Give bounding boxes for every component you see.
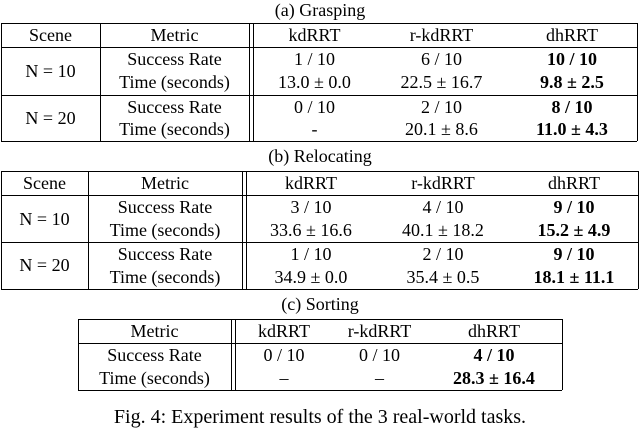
metric-label: Success Rate	[127, 49, 222, 69]
rule-header	[1, 47, 637, 48]
vrule	[1, 23, 2, 141]
rule-group	[1, 95, 637, 96]
rule-top	[1, 23, 637, 24]
dhrrt-value: 9 / 10	[553, 244, 595, 264]
header-metric: Metric	[141, 173, 189, 193]
metric-label: Success Rate	[117, 244, 213, 264]
rule-header	[1, 195, 638, 196]
vrule	[100, 23, 101, 141]
kdrrt-value: 1 / 10	[290, 244, 332, 264]
dhrrt-value: 11.0 ± 4.3	[536, 119, 608, 139]
dhrrt-value: 9.8 ± 2.5	[540, 72, 604, 92]
dhrrt-value: 10 / 10	[546, 49, 597, 69]
header-scene: Scene	[29, 25, 72, 45]
rule-group	[1, 242, 638, 243]
dhrrt-value: 15.2 ± 4.9	[537, 220, 611, 240]
rule-top	[78, 319, 562, 320]
rkdrrt-value: 22.5 ± 16.7	[400, 72, 483, 92]
kdrrt-value: 0 / 10	[263, 345, 305, 365]
kdrrt-value: -	[311, 119, 318, 139]
vrule	[638, 171, 639, 289]
table-grasping: Scene Metric kdRRT r-kdRRT dhRRT N = 10 …	[0, 0, 640, 144]
scene-label: N = 10	[25, 61, 76, 81]
rkdrrt-value: 20.1 ± 8.6	[405, 119, 478, 139]
rkdrrt-value: 0 / 10	[358, 345, 400, 365]
vrule	[637, 23, 638, 141]
metric-label: Success Rate	[107, 345, 202, 365]
kdrrt-value: 3 / 10	[290, 197, 332, 217]
dhrrt-value: 9 / 10	[553, 197, 595, 217]
vrule	[78, 319, 79, 390]
metric-label: Time (seconds)	[109, 220, 221, 240]
header-metric: Metric	[150, 25, 199, 45]
vrule	[562, 319, 563, 390]
rkdrrt-value: 35.4 ± 0.5	[406, 267, 480, 287]
scene-label: N = 10	[19, 209, 70, 229]
figure-caption: Fig. 4: Experiment results of the 3 real…	[113, 406, 527, 428]
caption-sorting: (c) Sorting	[281, 294, 359, 314]
metric-label: Time (seconds)	[109, 267, 221, 287]
metric-label: Time (seconds)	[119, 119, 230, 139]
dhrrt-value: 28.3 ± 16.4	[453, 368, 535, 388]
vrule	[1, 171, 2, 289]
dhrrt-value: 4 / 10	[473, 345, 515, 365]
dhrrt-value: 8 / 10	[551, 97, 593, 117]
vrule	[242, 171, 243, 289]
scene-label: N = 20	[19, 255, 70, 275]
rkdrrt-value: 40.1 ± 18.2	[402, 220, 484, 240]
rkdrrt-value: 4 / 10	[422, 197, 464, 217]
rkdrrt-value: –	[375, 368, 384, 388]
rule-bottom	[78, 390, 562, 391]
header-dhrrt: dhRRT	[548, 173, 600, 193]
metric-label: Success Rate	[127, 97, 222, 117]
header-scene: Scene	[23, 173, 66, 193]
header-kdrrt: kdRRT	[288, 25, 341, 45]
metric-label: Time (seconds)	[99, 368, 210, 388]
rkdrrt-value: 2 / 10	[422, 244, 464, 264]
vrule	[235, 319, 236, 390]
rule-top	[1, 171, 638, 172]
metric-label: Time (seconds)	[119, 72, 230, 92]
header-dhrrt: dhRRT	[546, 25, 598, 45]
caption-relocating: (b) Relocating	[268, 146, 372, 166]
kdrrt-value: 0 / 10	[293, 97, 335, 117]
rule-header	[78, 343, 562, 344]
header-rkdrrt: r-kdRRT	[347, 321, 412, 341]
rkdrrt-value: 2 / 10	[420, 97, 462, 117]
header-metric: Metric	[130, 321, 179, 341]
caption-grasping: (a) Grasping	[274, 0, 366, 20]
header-rkdrrt: r-kdRRT	[409, 25, 474, 45]
vrule	[246, 171, 247, 289]
header-kdrrt: kdRRT	[258, 321, 310, 341]
scene-label: N = 20	[25, 108, 76, 128]
metric-label: Success Rate	[117, 197, 213, 217]
rule-bottom	[1, 141, 637, 142]
kdrrt-value: 1 / 10	[293, 49, 335, 69]
kdrrt-value: –	[279, 368, 289, 388]
vrule	[253, 23, 254, 141]
kdrrt-value: 34.9 ± 0.0	[274, 267, 348, 287]
rkdrrt-value: 6 / 10	[420, 49, 462, 69]
dhrrt-value: 18.1 ± 11.1	[533, 267, 615, 287]
kdrrt-value: 33.6 ± 16.6	[270, 220, 352, 240]
vrule	[88, 171, 89, 289]
rule-bottom	[1, 289, 638, 290]
header-rkdrrt: r-kdRRT	[411, 173, 475, 193]
vrule	[249, 23, 250, 141]
kdrrt-value: 13.0 ± 0.0	[278, 72, 351, 92]
header-kdrrt: kdRRT	[285, 173, 337, 193]
header-dhrrt: dhRRT	[468, 321, 520, 341]
vrule	[231, 319, 232, 390]
